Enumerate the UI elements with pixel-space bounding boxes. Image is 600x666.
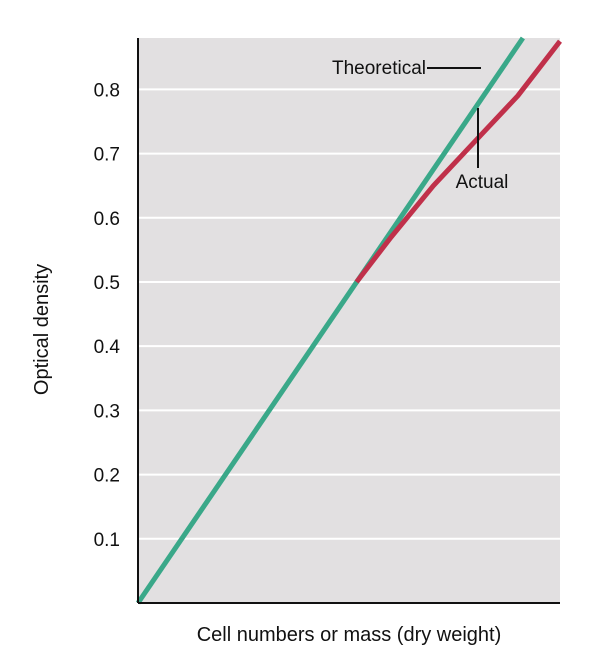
theoretical-label: Theoretical	[332, 58, 426, 79]
y-tick-label-0-2: 0.2	[94, 466, 120, 487]
theoretical-line	[135, 36, 525, 605]
series-lines	[135, 36, 562, 605]
y-tick-label-0-6: 0.6	[94, 209, 120, 230]
actual-line	[354, 39, 562, 284]
y-tick-label-0-3: 0.3	[94, 401, 120, 422]
y-tick-label-0-5: 0.5	[94, 273, 120, 294]
y-tick-label-0-8: 0.8	[94, 80, 120, 101]
gridlines	[138, 88, 560, 540]
plot-area	[138, 38, 560, 603]
y-tick-labels: 0.1 0.2 0.3 0.4 0.5 0.6 0.7 0.8	[94, 80, 121, 550]
y-tick-label-0-4: 0.4	[94, 337, 121, 358]
actual-label: Actual	[456, 172, 509, 193]
x-axis-label: Cell numbers or mass (dry weight)	[197, 624, 502, 646]
y-axis-label: Optical density	[31, 264, 53, 395]
annotations: Theoretical Actual	[332, 58, 508, 193]
y-tick-label-0-7: 0.7	[94, 145, 120, 166]
y-tick-label-0-1: 0.1	[94, 530, 120, 551]
